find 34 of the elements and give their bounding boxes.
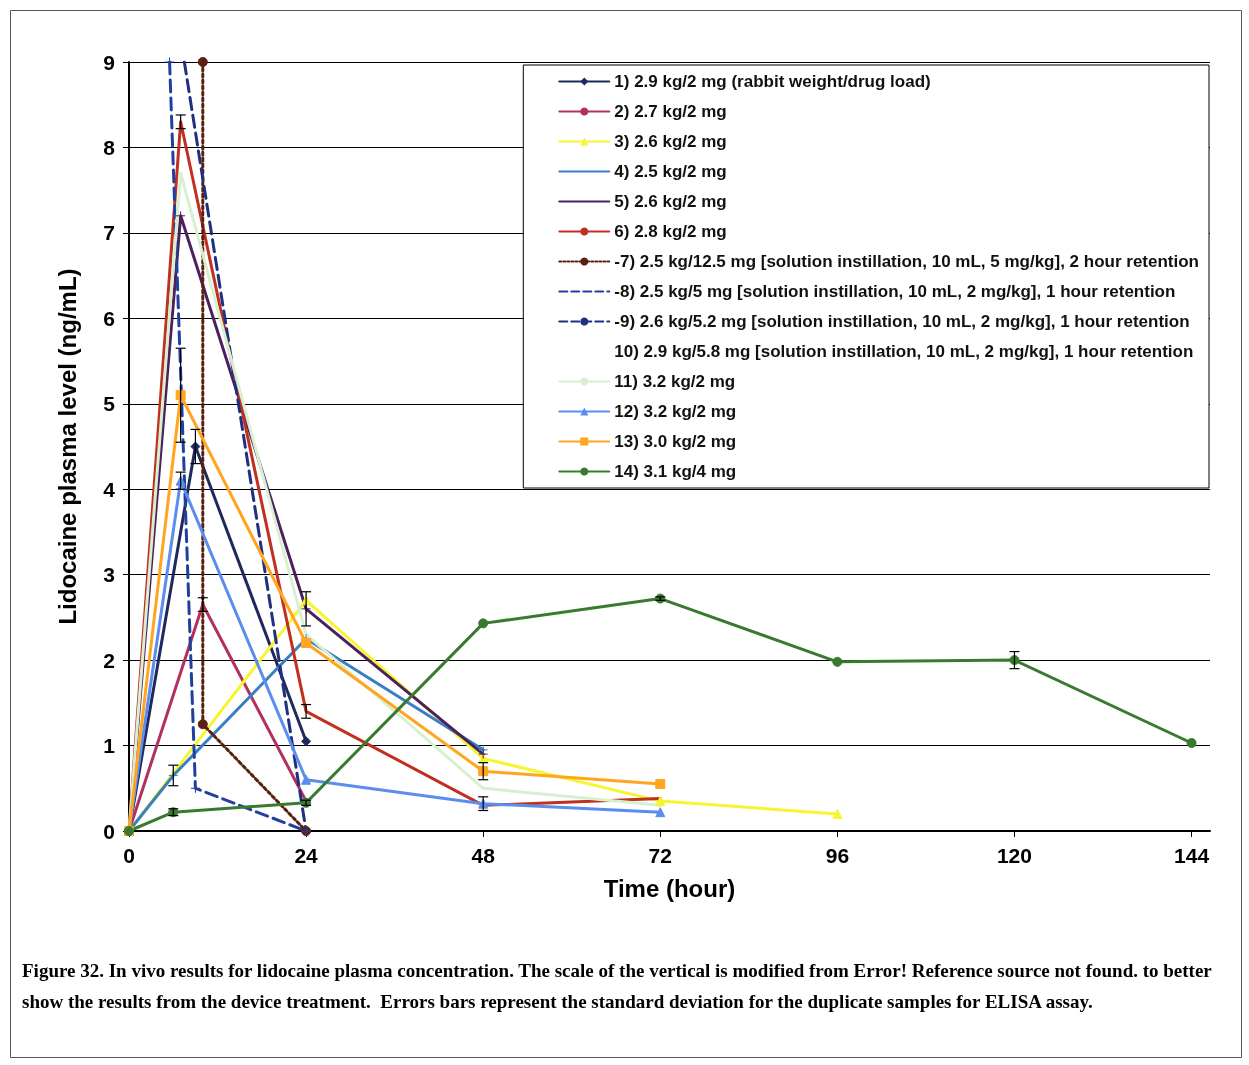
x-tick-label: 96 <box>825 844 850 867</box>
legend-label: 3) 2.6 kg/2 mg <box>614 132 727 151</box>
y-axis-title: Lidocaine plasma level (ng/mL) <box>53 268 81 625</box>
legend-label: 13) 3.0 kg/2 mg <box>614 432 737 451</box>
legend-label: 2) 2.7 kg/2 mg <box>614 102 727 121</box>
y-tick-label: 2 <box>103 648 115 672</box>
y-tick-label: 8 <box>103 135 116 159</box>
legend-label: 4) 2.5 kg/2 mg <box>614 162 727 181</box>
x-tick-label: 48 <box>471 844 496 867</box>
legend-label: -7) 2.5 kg/12.5 mg [solution instillation, 10 mL, 5 mg/kg], 2 hour retention <box>614 252 1199 271</box>
legend-label: -9) 2.6 kg/5.2 mg [solution instillation, 10 mL, 2 mg/kg], 1 hour retention <box>614 312 1190 331</box>
legend-label: 1) 2.9 kg/2 mg (rabbit weight/drug load) <box>614 72 931 91</box>
x-tick-label: 72 <box>648 844 672 867</box>
legend-label: -8) 2.5 kg/5 mg [solution instillation, 10 mL, 2 mg/kg], 1 hour retention <box>614 282 1176 301</box>
legend-label: 14) 3.1 kg/4 mg <box>614 462 737 481</box>
y-tick-label: 6 <box>103 306 115 330</box>
x-axis-title: Time (hour) <box>603 874 736 902</box>
y-tick-label: 7 <box>103 221 115 245</box>
x-tick-label: 144 <box>1174 844 1210 867</box>
y-tick-label: 4 <box>103 477 116 501</box>
legend-label: 12) 3.2 kg/2 mg <box>614 402 737 421</box>
x-tick-label: 120 <box>996 844 1032 867</box>
legend-label: 6) 2.8 kg/2 mg <box>614 222 727 241</box>
legend-label: 5) 2.6 kg/2 mg <box>614 192 727 211</box>
caption: Figure 32. In vivo results for lidocaine plasma concentration. The scale of the vertical is modified from Error! Reference source not found. to better show the results from the device treatment. Errors bars represent the standard deviation for the duplicate samples for ELISA assay. <box>22 960 1217 1012</box>
y-tick-label: 3 <box>103 563 115 587</box>
y-tick-label: 5 <box>103 392 116 416</box>
legend-label: 11) 3.2 kg/2 mg <box>614 372 736 391</box>
y-tick-label: 1 <box>103 734 116 758</box>
y-tick-label: 0 <box>103 819 115 843</box>
text: 10) 2.9 kg/5.8 mg [solution instillation, 10 mL, 2 mg/kg], 1 hour retention <box>614 342 1194 361</box>
x-tick-label: 24 <box>294 844 319 867</box>
x-tick-label: 0 <box>123 844 135 867</box>
y-tick-label: 9 <box>103 50 115 74</box>
